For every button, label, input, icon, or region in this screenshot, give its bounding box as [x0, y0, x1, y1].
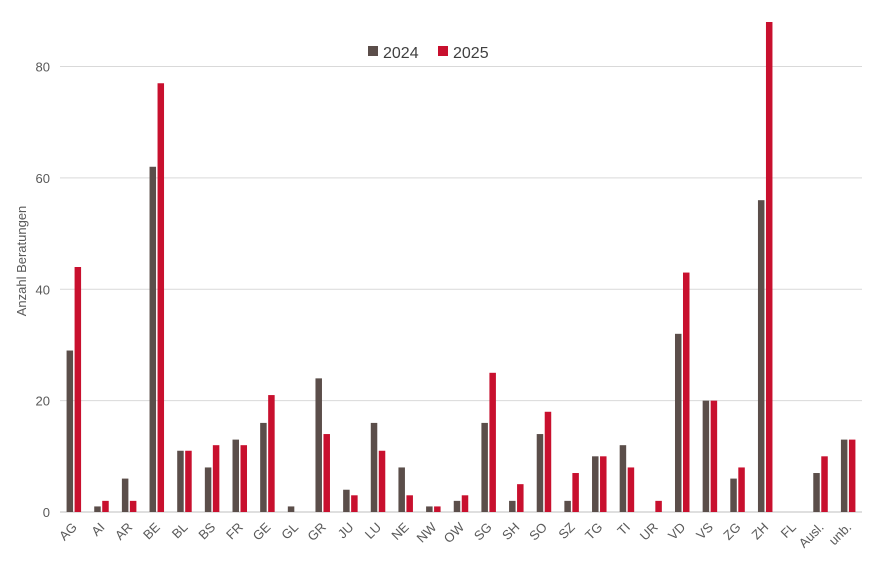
bar-2024-SZ: [564, 500, 571, 512]
bar-2024-unb.: [840, 439, 848, 512]
x-tick-label: GE: [250, 519, 274, 543]
x-tick-label: BL: [169, 520, 191, 542]
bar-2024-SH: [509, 500, 516, 512]
x-tick-label: AI: [88, 520, 107, 539]
x-tick-label: LU: [362, 520, 384, 542]
bar-2024-GR: [315, 378, 322, 512]
y-axis-label: Anzahl Beratungen: [14, 206, 29, 317]
legend-label-2025: 2025: [453, 45, 489, 62]
x-tick-label: BE: [140, 519, 163, 542]
x-tick-label: SO: [526, 520, 550, 544]
x-tick-label: VS: [693, 519, 716, 542]
x-tick-label: ZG: [720, 520, 743, 543]
bar-2024-AG: [66, 350, 74, 512]
bar-2025-VS: [710, 400, 718, 512]
bar-2025-AR: [129, 500, 137, 512]
bar-2025-GE: [268, 395, 275, 512]
bar-2025-SO: [544, 411, 552, 512]
legend-swatch-2024: [368, 46, 378, 56]
x-tick-label: unb.: [826, 520, 855, 549]
bar-2025-SG: [489, 372, 496, 512]
bar-2024-SG: [481, 422, 488, 512]
bar-2024-ZH: [757, 200, 765, 512]
bar-2024-JU: [343, 489, 350, 512]
bar-2025-AG: [74, 267, 82, 512]
x-axis-ticks: AG AI AR BE BL BS FR GE GL GR JU LU NE NW OW SG SH SO SZ TG…: [56, 519, 854, 551]
x-tick-label: SZ: [555, 519, 577, 541]
bar-2025-TI: [627, 467, 635, 512]
bars: [66, 22, 856, 512]
bar-2024-OW: [453, 500, 461, 512]
y-tick-label: 40: [36, 282, 50, 297]
x-tick-label: SG: [471, 520, 495, 544]
x-tick-label: ZH: [748, 520, 771, 543]
legend-label-2024: 2024: [383, 45, 419, 62]
x-tick-label: JU: [335, 520, 357, 542]
x-tick-label: GL: [278, 520, 301, 543]
bar-2025-NE: [406, 495, 413, 512]
bar-2025-ZG: [738, 467, 745, 512]
bar-2025-ZH: [765, 22, 773, 512]
bar-2025-JU: [351, 495, 358, 512]
bar-2024-NE: [398, 467, 405, 512]
x-tick-label: BS: [195, 519, 218, 542]
bar-2024-Ausl.: [813, 473, 820, 512]
bar-2025-TG: [600, 456, 607, 512]
bar-2025-VD: [682, 272, 690, 512]
bar-2024-LU: [370, 422, 378, 512]
x-tick-label: FL: [778, 520, 799, 541]
x-tick-label: NW: [414, 519, 440, 545]
bar-2024-BE: [149, 166, 157, 512]
gridlines: [60, 66, 862, 513]
bar-2025-NW: [434, 506, 441, 512]
bar-2024-NW: [426, 506, 433, 512]
bar-2025-SH: [517, 484, 524, 512]
y-tick-label: 0: [43, 505, 50, 520]
y-axis-ticks: 0 20 40 60 80: [36, 60, 50, 520]
x-tick-label: FR: [223, 520, 246, 543]
x-tick-label: NE: [388, 519, 412, 543]
x-tick-label: Ausl.: [796, 520, 827, 551]
y-tick-label: 60: [36, 171, 50, 186]
x-tick-label: TI: [614, 520, 633, 539]
bar-2024-AR: [121, 478, 129, 512]
y-tick-label: 80: [36, 60, 50, 75]
bar-2025-BL: [185, 450, 192, 512]
bar-2024-VD: [674, 333, 682, 512]
x-tick-label: TG: [582, 520, 605, 543]
bar-2025-GR: [323, 434, 330, 512]
y-tick-label: 20: [36, 394, 50, 409]
bar-2024-FR: [232, 439, 240, 512]
x-tick-label: GR: [304, 520, 328, 544]
bar-2024-GL: [287, 506, 295, 512]
bar-2024-TI: [619, 445, 627, 512]
bar-2025-FR: [240, 445, 248, 512]
bar-2025-BE: [157, 83, 165, 512]
bar-2024-AI: [94, 506, 101, 512]
bar-2024-TG: [592, 456, 599, 512]
x-tick-label: VD: [665, 520, 688, 543]
bar-2025-unb.: [848, 439, 856, 512]
x-tick-label: UR: [637, 520, 661, 544]
bar-2024-GE: [260, 422, 267, 512]
x-tick-label: AR: [112, 520, 135, 543]
legend: 2024 2025: [368, 45, 489, 62]
bar-2024-VS: [702, 400, 710, 512]
bar-2024-SO: [536, 434, 544, 512]
bar-2025-Ausl.: [821, 456, 828, 512]
bar-2024-BS: [204, 467, 212, 512]
bar-2025-LU: [378, 450, 386, 512]
bar-2024-ZG: [730, 478, 737, 512]
legend-swatch-2025: [438, 46, 448, 56]
bar-2025-BS: [212, 445, 220, 512]
bar-2025-UR: [655, 500, 662, 512]
x-tick-label: AG: [56, 520, 80, 544]
x-tick-label: OW: [441, 519, 468, 546]
bar-2025-AI: [102, 500, 109, 512]
x-tick-label: SH: [499, 520, 522, 543]
bar-2025-OW: [461, 495, 469, 512]
bar-2025-SZ: [572, 473, 579, 512]
bar-2024-BL: [177, 450, 184, 512]
